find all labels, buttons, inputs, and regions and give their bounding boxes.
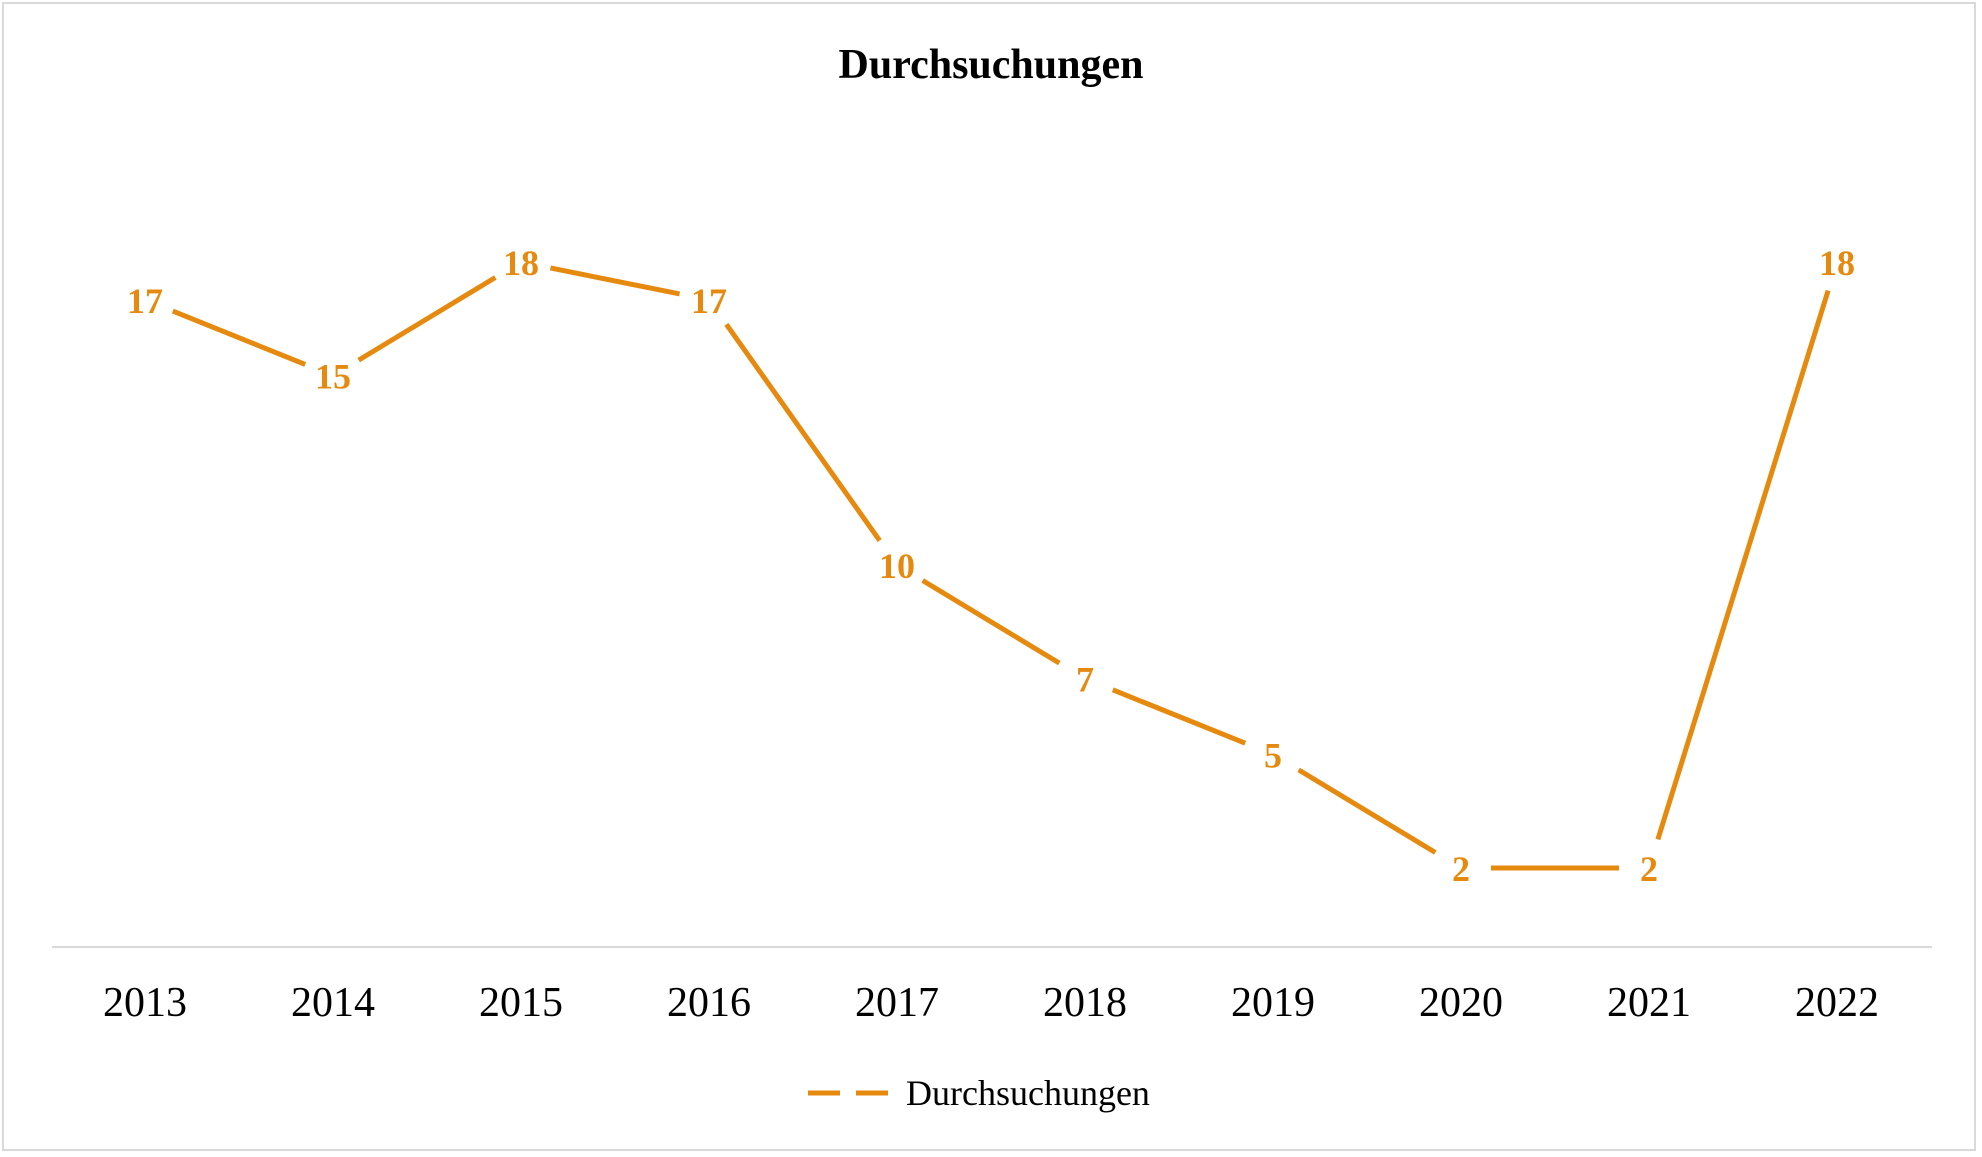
x-tick-labels-layer: 2013 2014 2015 2016 2017 2018 2019 2020 2021 2022 [103,980,1879,1026]
x-tick-label: 2019 [1231,980,1315,1026]
series-line-segment [1111,687,1247,746]
series-line-segment [1297,767,1437,855]
x-tick-label: 2017 [855,980,939,1026]
series-line-segment [549,265,681,297]
x-tick-label: 2020 [1419,980,1503,1026]
data-label: 18 [503,243,539,283]
x-tick-label: 2022 [1795,980,1879,1026]
data-labels-layer: 17 15 18 17 10 7 5 2 2 18 [127,243,1855,889]
x-tick-label: 2021 [1607,980,1691,1026]
series-line-segment [171,308,307,367]
data-label: 5 [1264,735,1282,775]
x-tick-label: 2016 [667,980,751,1026]
data-label: 17 [127,281,163,321]
x-tick-label: 2013 [103,980,187,1026]
series-layer [171,265,1831,871]
x-tick-label: 2018 [1043,980,1127,1026]
series-line-segment [1655,289,1831,841]
data-label: 7 [1076,660,1094,700]
series-line-segment [921,578,1061,666]
data-label: 10 [879,546,915,586]
data-label: 17 [691,281,727,321]
x-tick-label: 2015 [479,980,563,1026]
data-label: 18 [1819,243,1855,283]
data-label: 2 [1640,849,1658,889]
legend: Durchsuchungen [808,1073,1150,1113]
series-line-segment [724,322,882,542]
data-label: 15 [315,357,351,397]
legend-label: Durchsuchungen [906,1073,1150,1113]
x-tick-label: 2014 [291,980,375,1026]
series-line-segment [357,275,497,363]
chart-title: Durchsuchungen [839,42,1144,88]
data-label: 2 [1452,849,1470,889]
